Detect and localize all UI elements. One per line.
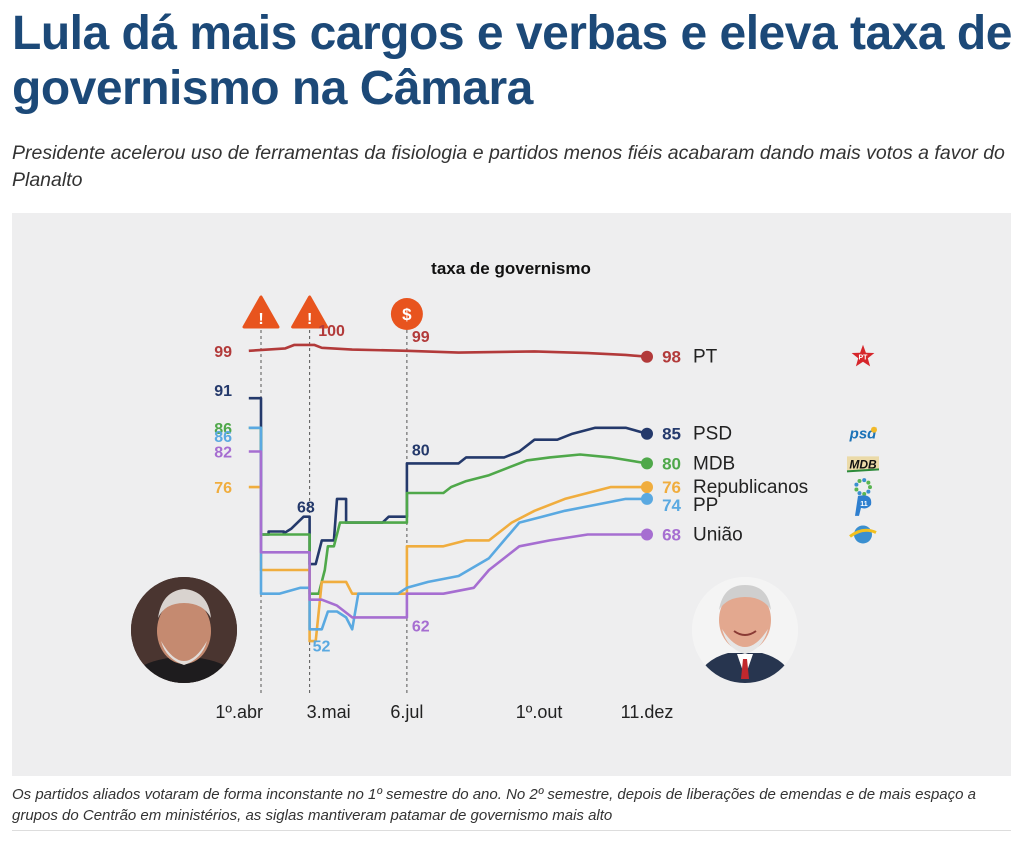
series-end-dot bbox=[641, 457, 653, 470]
pt-star-logo: PT bbox=[851, 344, 875, 367]
series-start-value: 91 bbox=[214, 383, 232, 400]
money-icon bbox=[390, 298, 423, 330]
warning-icon bbox=[291, 295, 329, 329]
series-end-dot bbox=[641, 481, 653, 494]
series-name-label: Republicanos bbox=[693, 477, 808, 498]
series-annotation: 62 bbox=[412, 618, 430, 635]
lula-photo-left bbox=[131, 577, 237, 683]
series-name-label: PSD bbox=[693, 424, 732, 445]
warning-icon bbox=[242, 295, 280, 329]
series-start-value: 82 bbox=[214, 445, 232, 462]
series-line-união bbox=[248, 450, 647, 619]
governismo-chart: taxa de governismo !! $ 98 PT 99 100 99 PT 85 PS… bbox=[131, 259, 880, 722]
chart-caption: Os partidos aliados votaram de forma inc… bbox=[12, 786, 976, 824]
x-tick-label: 1º.abr bbox=[215, 702, 263, 722]
headline: Lula dá mais cargos e verbas e eleva tax… bbox=[12, 7, 1012, 115]
republicanos-logo bbox=[854, 478, 872, 496]
series-name-label: União bbox=[693, 524, 743, 545]
series-start-value: 99 bbox=[214, 344, 232, 361]
series-line-pp bbox=[248, 426, 647, 631]
series-end-value: 80 bbox=[662, 454, 681, 473]
mdb-logo: MDB bbox=[846, 456, 880, 473]
series-end-dot bbox=[641, 350, 653, 363]
x-tick-label: 3.mai bbox=[307, 702, 351, 722]
series-end-value: 68 bbox=[662, 525, 681, 544]
bottom-divider bbox=[12, 830, 1011, 831]
series-name-label: MDB bbox=[693, 453, 735, 474]
x-tick-label: 11.dez bbox=[621, 702, 674, 722]
series-line-pt bbox=[248, 343, 648, 358]
x-tick-label: 6.jul bbox=[390, 702, 423, 722]
series-end-dot bbox=[641, 492, 653, 505]
svg-text:MDB: MDB bbox=[849, 457, 877, 471]
pp-logo: 11 bbox=[855, 495, 872, 516]
series-name-label: PP bbox=[693, 495, 718, 516]
series-end-value: 74 bbox=[662, 496, 681, 515]
lula-photo-right bbox=[692, 577, 798, 683]
x-tick-label: 1º.out bbox=[516, 702, 563, 722]
series-end-dot bbox=[641, 427, 653, 440]
warning-icon-symbol: ! bbox=[307, 311, 312, 328]
series-annotation: 68 bbox=[297, 500, 315, 517]
warning-icon-symbol: ! bbox=[258, 311, 263, 328]
uniao-logo bbox=[849, 525, 877, 544]
svg-text:11: 11 bbox=[860, 501, 868, 508]
series-end-value: 98 bbox=[662, 348, 681, 367]
series-end-value: 85 bbox=[662, 425, 681, 444]
series-name-label: PT bbox=[693, 347, 718, 368]
series-start-value: 86 bbox=[214, 421, 232, 438]
series-line-mdb bbox=[248, 426, 648, 596]
series-annotation: 100 bbox=[318, 323, 345, 340]
chart-panel: taxa de governismo !! $ 98 PT 99 100 99 PT 85 PS… bbox=[12, 213, 1011, 776]
chart-title: taxa de governismo bbox=[431, 259, 591, 278]
series-annotation: 52 bbox=[313, 638, 331, 655]
money-icon-symbol: $ bbox=[402, 305, 412, 324]
series-start-value: 86 bbox=[214, 429, 232, 446]
svg-text:psd: psd bbox=[849, 426, 878, 443]
series-end-dot bbox=[641, 528, 653, 541]
svg-text:PT: PT bbox=[859, 355, 869, 362]
series-end-value: 76 bbox=[662, 478, 681, 497]
subheadline: Presidente acelerou uso de ferramentas d… bbox=[12, 142, 1005, 191]
series-start-value: 76 bbox=[214, 480, 232, 497]
psd-logo: psd bbox=[849, 426, 878, 443]
series-annotation: 99 bbox=[412, 329, 430, 346]
series-annotation: 80 bbox=[412, 442, 430, 459]
